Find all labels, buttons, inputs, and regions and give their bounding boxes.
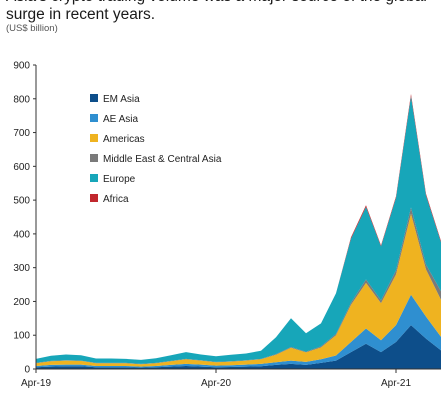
y-tick-label: 900 bbox=[13, 61, 30, 72]
legend-label: Africa bbox=[103, 194, 129, 205]
legend-label: EM Asia bbox=[103, 94, 140, 105]
area-em-asia bbox=[36, 325, 441, 369]
y-tick-label: 400 bbox=[13, 229, 30, 240]
chart-title: Asia's crypto trading volume was a major… bbox=[6, 0, 427, 23]
y-tick-label: 700 bbox=[13, 128, 30, 139]
area-americas bbox=[36, 213, 441, 367]
y-tick-label: 100 bbox=[13, 331, 30, 342]
legend-label: Middle East & Central Asia bbox=[103, 154, 222, 165]
legend-swatch bbox=[90, 154, 98, 162]
y-tick-label: 800 bbox=[13, 94, 30, 105]
legend-swatch bbox=[90, 194, 98, 202]
x-tick-label: Apr-21 bbox=[381, 378, 411, 389]
y-tick-label: 0 bbox=[24, 365, 30, 376]
legend-swatch bbox=[90, 114, 98, 122]
legend-label: Americas bbox=[103, 134, 145, 145]
legend-label: AE Asia bbox=[103, 114, 138, 125]
chart-subtitle: (US$ billion) bbox=[6, 23, 58, 34]
legend-swatch bbox=[90, 94, 98, 102]
y-tick-label: 500 bbox=[13, 196, 30, 207]
area-layers bbox=[36, 94, 441, 369]
x-tick-label: Apr-19 bbox=[21, 378, 51, 389]
legend-swatch bbox=[90, 134, 98, 142]
y-tick-label: 300 bbox=[13, 263, 30, 274]
legend: EM Asia AE Asia Americas Middle East & Cent… bbox=[90, 94, 222, 205]
area-europe bbox=[36, 96, 441, 364]
legend-label: Europe bbox=[103, 174, 136, 185]
y-tick-label: 600 bbox=[13, 162, 30, 173]
x-tick-label: Apr-20 bbox=[201, 378, 231, 389]
legend-swatch bbox=[90, 174, 98, 182]
axes: 0 100 200 300 400 500 600 700 800 900 Apr-19 Apr-20… bbox=[13, 61, 441, 389]
y-tick-label: 200 bbox=[13, 297, 30, 308]
